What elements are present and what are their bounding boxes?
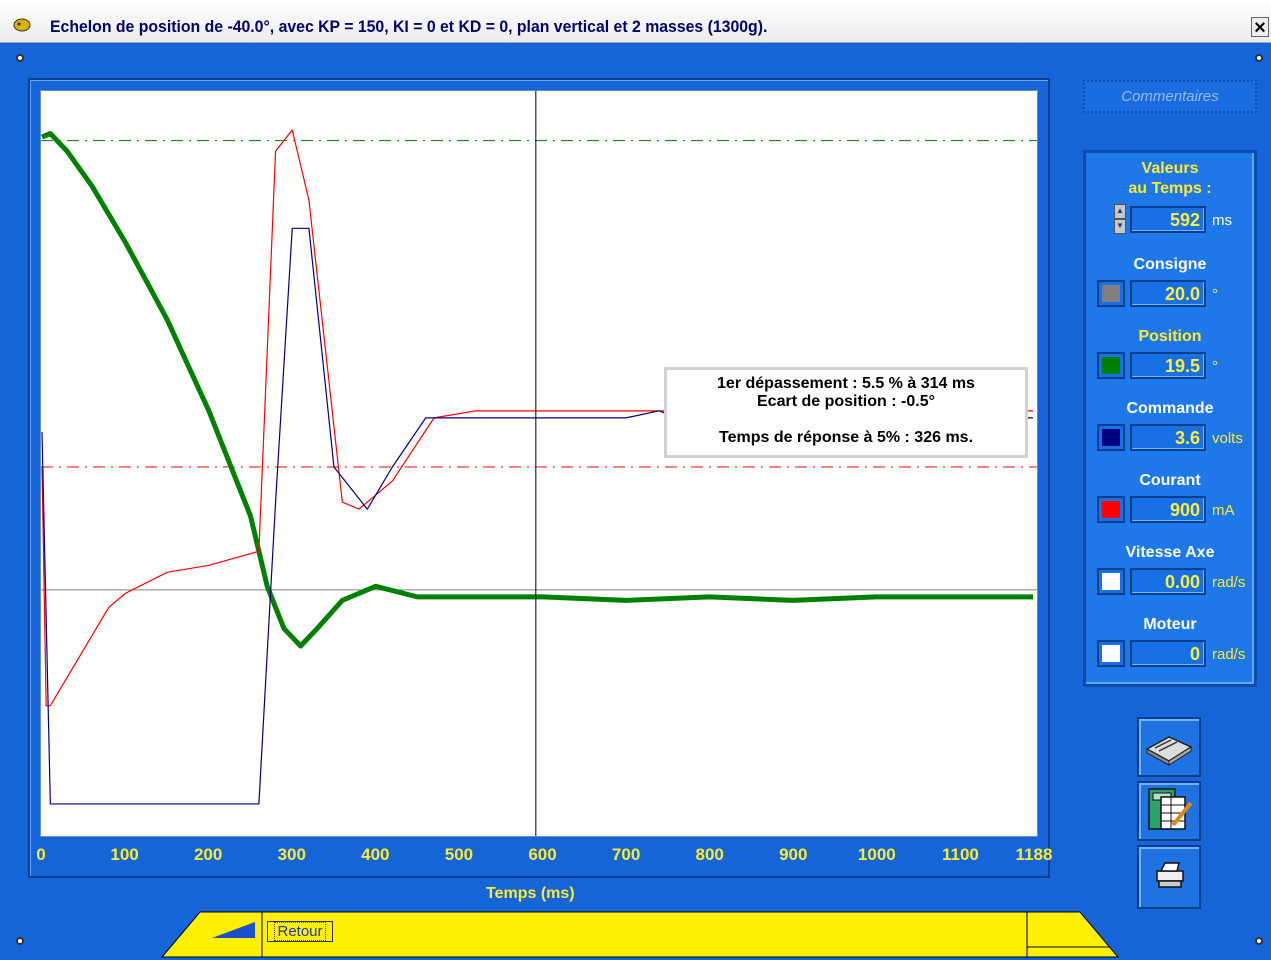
- overshoot-text: 1er dépassement : 5.5 % à 314 ms: [717, 375, 975, 392]
- panel-title-line2: au Temps :: [1128, 180, 1212, 197]
- field-unit: rad/s: [1212, 646, 1246, 663]
- app-icon: [13, 18, 31, 32]
- series-line: [41, 227, 1033, 805]
- response-chart[interactable]: [40, 90, 1038, 837]
- corner-screw-icon: [16, 54, 24, 62]
- notes-icon: [1145, 736, 1193, 766]
- series-color-swatch[interactable]: [1097, 496, 1125, 523]
- position-error-text: Ecart de position : -0.5°: [757, 393, 935, 410]
- field-unit: °: [1212, 286, 1218, 303]
- field-label: Consigne: [1133, 256, 1207, 273]
- series-color-swatch[interactable]: [1097, 640, 1125, 667]
- print-button[interactable]: [1137, 845, 1201, 909]
- x-tick-label: 1100: [941, 845, 979, 864]
- field-value: 900: [1130, 496, 1206, 523]
- spin-up-icon[interactable]: ▲: [1114, 204, 1126, 219]
- field-value: 0.00: [1130, 568, 1206, 595]
- field-unit: °: [1212, 358, 1218, 375]
- retour-label: Retour: [274, 922, 326, 941]
- field-label: Moteur: [1143, 616, 1197, 633]
- x-tick-label: 400: [361, 845, 390, 864]
- time-value[interactable]: 592: [1130, 206, 1206, 233]
- series-color-swatch[interactable]: [1097, 352, 1125, 379]
- field-value: 19.5: [1130, 352, 1206, 379]
- field-label: Position: [1138, 328, 1202, 345]
- spin-down-icon[interactable]: ▼: [1114, 219, 1126, 234]
- corner-screw-icon: [16, 937, 24, 945]
- chart-frame: [28, 78, 1050, 878]
- series-color-swatch[interactable]: [1097, 280, 1125, 307]
- field-value: 0: [1130, 640, 1206, 667]
- corner-screw-icon: [1255, 937, 1263, 945]
- time-spinner[interactable]: ▲ ▼: [1114, 204, 1126, 236]
- panel-title-line1: Valeurs: [1141, 160, 1199, 177]
- field-unit: mA: [1212, 502, 1235, 519]
- x-tick-label: 600: [528, 845, 557, 864]
- series-color-swatch[interactable]: [1097, 424, 1125, 451]
- field-label: Commande: [1126, 400, 1214, 417]
- chart-plot-area: [41, 91, 1037, 836]
- x-tick-label: 800: [695, 845, 724, 864]
- x-tick-label: 900: [779, 845, 808, 864]
- series-line: [41, 131, 1033, 649]
- field-unit: volts: [1212, 430, 1243, 447]
- field-label: Courant: [1139, 472, 1201, 489]
- time-unit: ms: [1212, 212, 1232, 229]
- x-tick-label: 300: [277, 845, 306, 864]
- retour-button[interactable]: Retour: [267, 921, 333, 942]
- close-button[interactable]: ×: [1251, 17, 1269, 38]
- x-tick-label: 700: [611, 845, 641, 864]
- x-tick-label: 1188: [1015, 845, 1053, 864]
- corner-screw-icon: [1255, 54, 1263, 62]
- window-titlebar: Echelon de position de -40.0°, avec KP =…: [0, 0, 1271, 43]
- field-label: Vitesse Axe: [1125, 544, 1215, 561]
- comments-button[interactable]: Commentaires: [1083, 80, 1257, 113]
- series-color-swatch[interactable]: [1097, 568, 1125, 595]
- x-tick-label: 100: [110, 845, 139, 864]
- response-time-text: Temps de réponse à 5% : 326 ms.: [718, 429, 974, 446]
- field-value: 3.6: [1130, 424, 1206, 451]
- spreadsheet-button[interactable]: [1137, 781, 1201, 841]
- printer-icon: [1156, 862, 1184, 888]
- x-axis-label: Temps (ms): [486, 885, 575, 902]
- x-tick-label: 0: [36, 845, 46, 864]
- values-panel: [1083, 150, 1257, 687]
- notes-button[interactable]: [1137, 717, 1201, 777]
- x-tick-label: 1000: [857, 845, 896, 864]
- calculator-icon: [1148, 788, 1193, 830]
- field-unit: rad/s: [1212, 574, 1246, 591]
- chart-annotation: 1er dépassement : 5.5 % à 314 ms Ecart d…: [664, 367, 1028, 458]
- field-value: 20.0: [1130, 280, 1206, 307]
- x-tick-label: 200: [193, 845, 223, 864]
- x-tick-label: 500: [444, 845, 474, 864]
- window-title: Echelon de position de -40.0°, avec KP =…: [50, 17, 768, 36]
